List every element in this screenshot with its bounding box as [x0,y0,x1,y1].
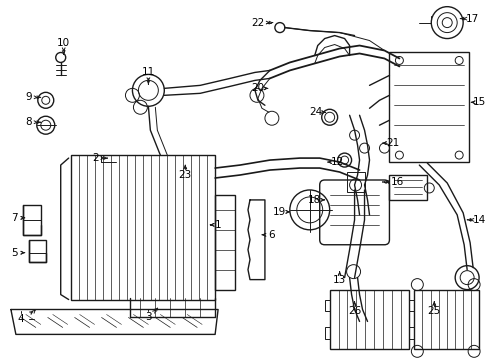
Bar [330,289,409,349]
Text: 7: 7 [12,213,18,223]
Bar [390,175,427,200]
Text: 16: 16 [391,177,404,187]
Text: 19: 19 [273,207,287,217]
Text: 2: 2 [92,153,99,163]
Text: 3: 3 [145,312,152,323]
Bar [409,300,415,311]
Bar [325,300,330,311]
Text: 14: 14 [472,215,486,225]
Text: 25: 25 [428,306,441,316]
Text: 22: 22 [251,18,265,28]
Text: 24: 24 [309,107,322,117]
Text: 12: 12 [331,157,344,167]
Bar [415,289,479,349]
Bar [215,195,235,289]
Text: 5: 5 [12,248,18,258]
Bar [23,205,41,235]
Bar [409,328,415,339]
Bar [346,172,365,192]
Text: 26: 26 [348,306,361,316]
Text: 9: 9 [25,92,32,102]
Text: 18: 18 [308,195,321,205]
Bar [29,240,46,262]
Text: 13: 13 [333,275,346,285]
Bar [325,328,330,339]
Text: 4: 4 [18,314,24,324]
Text: 6: 6 [269,230,275,240]
Text: 11: 11 [142,67,155,77]
Text: 17: 17 [466,14,479,24]
Bar [71,155,215,300]
Text: 1: 1 [215,220,221,230]
Bar [390,53,469,162]
Text: 10: 10 [57,37,70,48]
Text: 15: 15 [472,97,486,107]
Text: 21: 21 [386,138,399,148]
Text: 20: 20 [251,84,265,93]
Text: 23: 23 [179,170,192,180]
Text: 8: 8 [25,117,32,127]
